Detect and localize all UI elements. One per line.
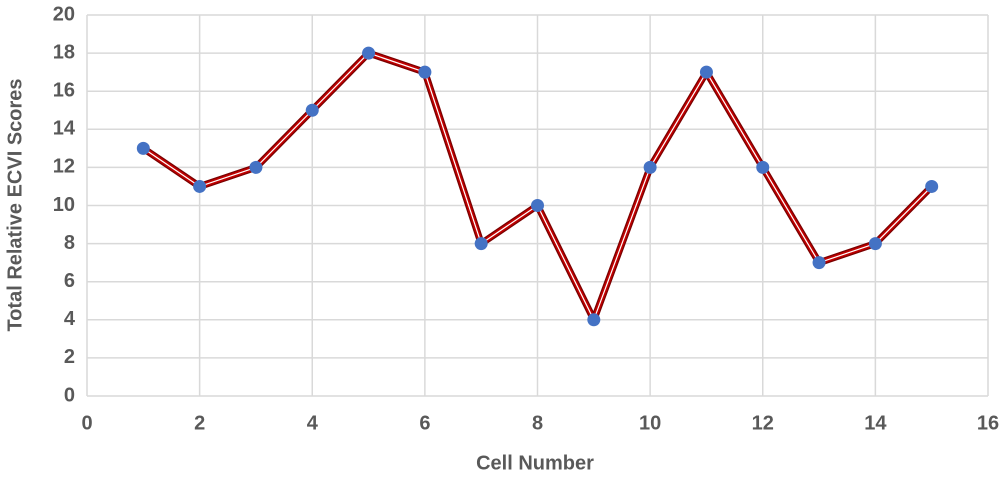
marker bbox=[249, 160, 263, 174]
y-tick-label: 20 bbox=[53, 3, 75, 25]
marker bbox=[474, 237, 488, 251]
y-tick-label: 8 bbox=[64, 232, 75, 254]
marker bbox=[531, 199, 544, 212]
marker bbox=[136, 141, 150, 155]
y-tick-label: 2 bbox=[64, 346, 75, 368]
x-tick-label: 2 bbox=[194, 412, 205, 434]
y-tick-label: 14 bbox=[53, 118, 76, 140]
y-axis-label: Total Relative ECVI Scores bbox=[4, 78, 26, 331]
x-tick-label: 4 bbox=[307, 412, 319, 434]
x-tick-label: 16 bbox=[977, 412, 999, 434]
marker bbox=[362, 46, 376, 60]
x-tick-label: 0 bbox=[81, 412, 92, 434]
x-tick-label: 6 bbox=[419, 412, 430, 434]
y-tick-label: 12 bbox=[53, 156, 75, 178]
marker bbox=[812, 256, 826, 270]
y-tick-label: 0 bbox=[64, 384, 75, 406]
marker bbox=[418, 65, 432, 79]
y-tick-label: 16 bbox=[53, 79, 75, 101]
marker bbox=[643, 160, 657, 174]
y-tick-label: 6 bbox=[64, 270, 75, 292]
marker bbox=[756, 160, 770, 174]
y-tick-label: 10 bbox=[53, 194, 75, 216]
marker bbox=[925, 179, 939, 193]
y-tick-label: 18 bbox=[53, 41, 75, 63]
marker bbox=[868, 237, 882, 251]
y-tick-label: 4 bbox=[64, 308, 76, 330]
x-axis-label: Cell Number bbox=[476, 452, 594, 474]
marker bbox=[193, 179, 207, 193]
x-tick-label: 12 bbox=[752, 412, 774, 434]
marker bbox=[699, 65, 713, 79]
marker bbox=[305, 103, 319, 117]
x-tick-label: 8 bbox=[532, 412, 543, 434]
x-tick-label: 14 bbox=[864, 412, 887, 434]
x-tick-label: 10 bbox=[639, 412, 661, 434]
marker bbox=[587, 313, 601, 327]
